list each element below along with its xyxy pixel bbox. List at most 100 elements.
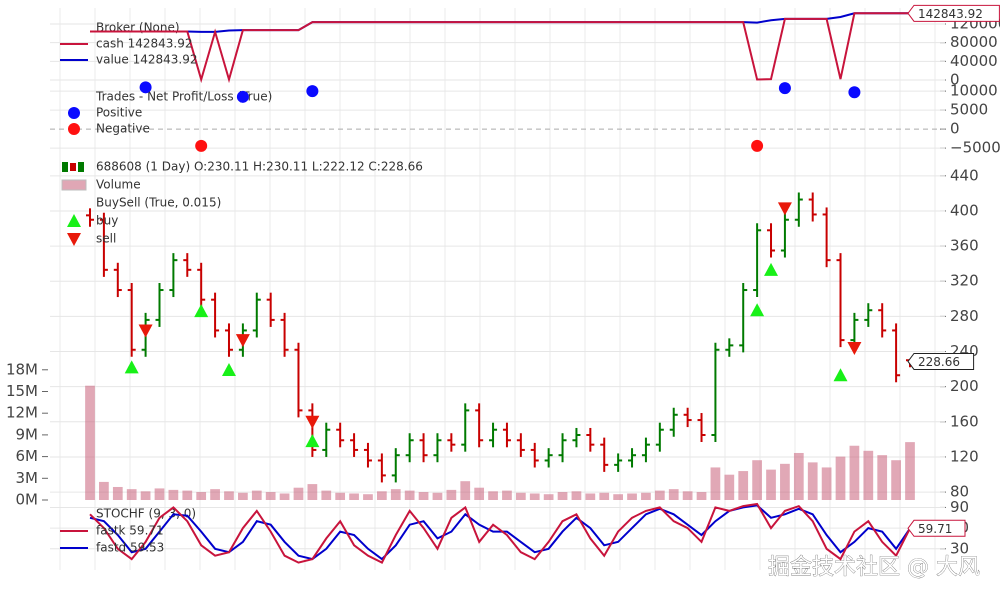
volume-bar [85,385,95,500]
volume-bar [418,492,429,500]
sell-marker [847,342,862,356]
legend-title: Trades - Net Profit/Loss (True) [95,90,272,104]
legend-swatch [67,233,81,246]
trade-point [848,86,861,99]
legend-label: Negative [96,122,150,136]
y-tick-label: 40000 [950,52,998,70]
last-value-label: 228.66 [918,355,960,369]
trade-point [195,139,208,152]
sell-marker [305,415,320,429]
volume-bar [377,491,387,500]
y-tick-label: 200 [950,377,979,395]
y-tick-label: 0 [950,71,960,89]
legend-label: Volume [96,178,141,192]
volume-bar [738,471,749,500]
y-tick-label: −5000 [950,139,1000,157]
volume-bar [390,489,401,500]
legend-label: fastk 59.71 [96,524,164,538]
volume-tick-label: 9M [16,425,39,443]
trade-point [236,90,249,103]
volume-bar [905,442,915,500]
volume-bar [724,474,735,500]
volume-bar [543,494,554,500]
buy-marker [764,262,779,276]
volume-bar [891,460,901,500]
legend-swatch [61,179,87,191]
series-line [89,502,911,564]
y-tick-label: 90 [950,498,969,516]
volume-bar [835,456,846,500]
volume-bar [321,490,332,500]
y-tick-label: 440 [950,166,979,184]
volume-bar [557,492,568,500]
volume-bar [585,493,596,500]
y-tick-label: 10000 [950,82,998,100]
volume-bar [849,445,860,500]
volume-bar [154,488,165,500]
volume-bar [404,490,415,500]
sell-marker [138,324,153,338]
last-value-box [907,352,975,370]
legend-label: buy [96,214,118,228]
y-tick-label: 0 [950,120,960,138]
volume-bar [821,467,832,500]
volume-bar [529,493,540,500]
volume-bar [474,487,485,500]
volume-bar [654,490,665,500]
legend-label: Positive [96,106,142,120]
volume-bar [515,492,526,500]
trade-point [306,85,319,98]
buy-marker [194,304,209,318]
y-tick-label: 160 [950,412,979,430]
volume-bar [766,469,776,500]
y-tick-label: 120 [950,447,979,465]
volume-bar [502,490,512,500]
last-value-box [907,4,1000,22]
volume-bar [599,492,610,500]
y-tick-label: 80000 [950,33,998,51]
volume-bar [627,493,637,500]
legend-label: value 142843.92 [96,53,197,67]
trade-point [751,139,764,152]
volume-bar [224,491,234,500]
legend-title: STOCHF (9, 3, 0) [96,507,196,521]
volume-bar [432,492,443,500]
series-line [90,12,910,84]
y-tick-label: 30 [950,539,969,557]
volume-tick-label: 18M [6,360,38,378]
volume-bar [126,489,137,500]
legend-candle-icon [70,163,76,171]
volume-bar [571,491,582,500]
volume-bar [668,489,679,500]
y-tick-label: 360 [950,237,979,255]
volume-tick-label: 6M [16,447,39,465]
volume-bar [641,492,651,500]
volume-bar [335,492,346,500]
volume-bar [182,490,193,500]
volume-tick-label: 12M [6,404,38,422]
volume-tick-label: 3M [16,469,39,487]
volume-bar [682,491,693,500]
volume-bar [168,489,179,500]
last-value-box [907,519,966,537]
y-tick-label: 5000 [950,101,988,119]
volume-bar [613,494,623,500]
volume-bar [696,492,707,500]
y-tick-label: 280 [950,307,979,325]
legend-swatch [67,214,81,227]
legend-label: fastd 59.53 [96,541,164,555]
volume-bar [196,492,207,500]
buy-marker [124,360,139,374]
volume-bar [251,490,262,500]
volume-bar [293,487,304,500]
last-value-label: 59.71 [918,522,952,536]
volume-bar [488,491,498,500]
buy-marker [750,303,765,317]
volume-bar [99,481,109,500]
legend-swatch [68,123,80,135]
buy-marker [305,434,320,448]
legend-candle-icon [62,162,68,172]
volume-bar [460,481,471,500]
volume-bar [363,494,373,500]
